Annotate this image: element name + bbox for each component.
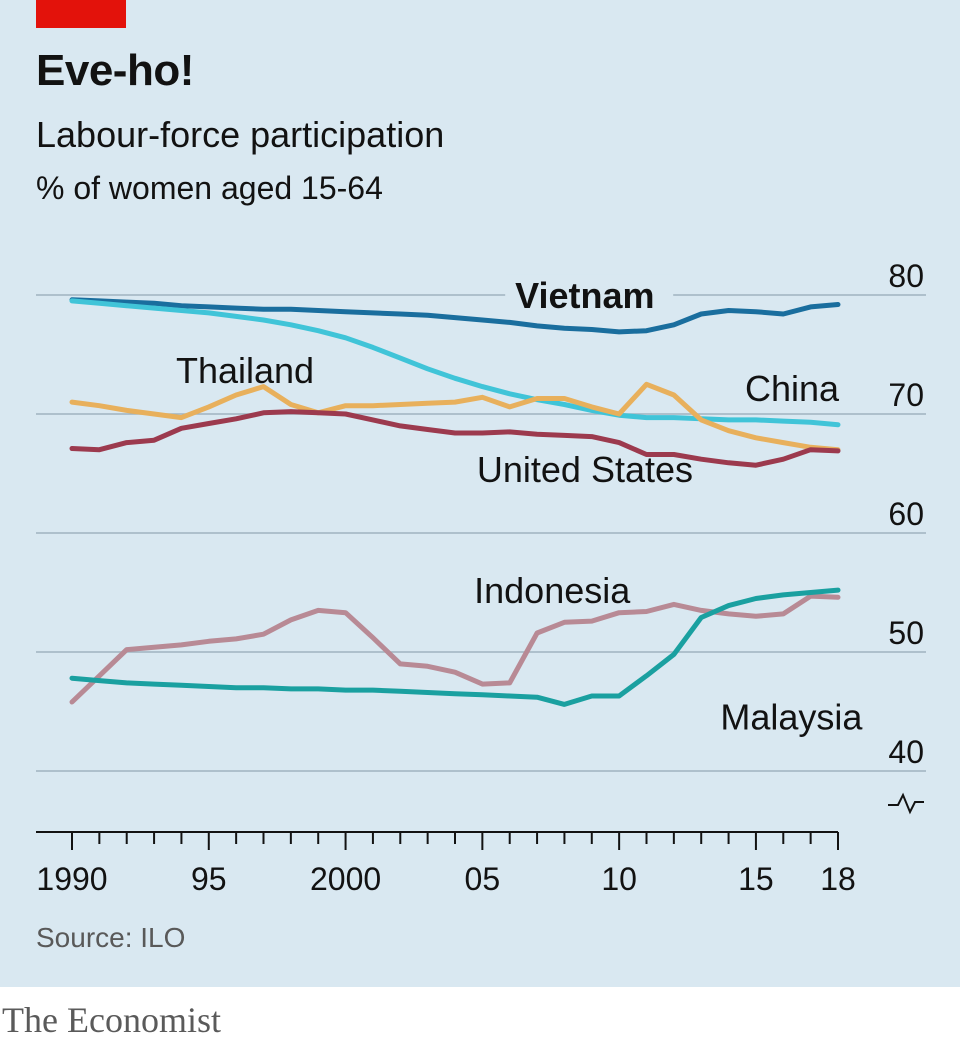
x-tick-label-1990: 1990 <box>36 861 107 897</box>
chart-source: Source: ILO <box>36 922 186 953</box>
x-tick-label-1995: 95 <box>191 861 227 897</box>
series-label-vietnam: Vietnam <box>515 275 654 316</box>
series-line-united_states <box>69 409 841 468</box>
series-line-malaysia <box>69 587 841 707</box>
chart-title: Eve-ho! <box>36 46 194 95</box>
y-tick-label-50: 50 <box>888 615 924 651</box>
y-tick-label-70: 70 <box>888 377 924 413</box>
x-tick-label-2018: 18 <box>820 861 856 897</box>
y-tick-label-60: 60 <box>888 496 924 532</box>
red-tag <box>36 0 126 28</box>
chart-panel: Eve-ho! Labour-force participation % of … <box>0 0 960 987</box>
series-line-china <box>69 298 841 428</box>
x-tick-label-2000: 2000 <box>310 861 381 897</box>
series-line-vietnam <box>69 297 841 335</box>
series-label-malaysia: Malaysia <box>720 696 863 737</box>
y-tick-label-40: 40 <box>888 734 924 770</box>
series-label-united_states: United States <box>477 449 693 490</box>
chart-subtitle: Labour-force participation <box>36 114 445 155</box>
series-label-china: China <box>745 368 840 409</box>
x-tick-label-2015: 15 <box>738 861 774 897</box>
x-tick-label-2010: 10 <box>601 861 637 897</box>
x-tick-label-2005: 05 <box>465 861 501 897</box>
publisher-brand: The Economist <box>2 1000 221 1040</box>
y-tick-label-80: 80 <box>888 258 924 294</box>
series-line-thailand <box>69 381 841 453</box>
chart-unit-label: % of women aged 15-64 <box>36 170 383 206</box>
line-chart: 80 70 60 50 40 1990 95 2000 05 10 15 18 Vietnam Chi… <box>36 258 926 897</box>
series-label-thailand: Thailand <box>176 350 314 391</box>
series-label-backdrop-vietnam <box>505 274 674 319</box>
series-label-indonesia: Indonesia <box>474 570 631 611</box>
axis-break-icon <box>888 792 924 815</box>
